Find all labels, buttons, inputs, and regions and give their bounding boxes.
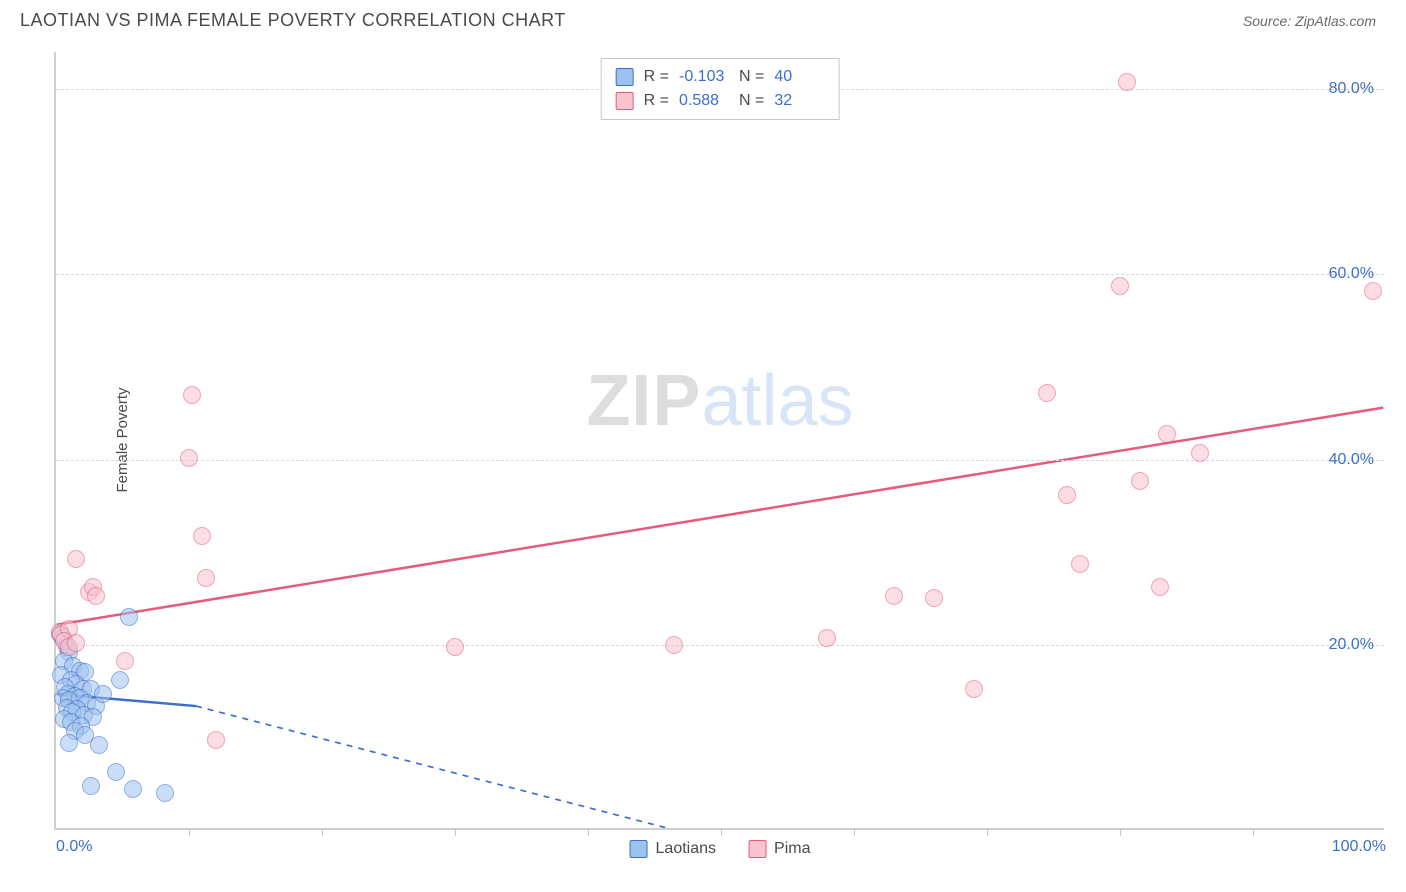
y-tick-label: 40.0% [1329, 451, 1374, 469]
legend-item: Laotians [630, 840, 717, 858]
y-tick-label: 60.0% [1329, 265, 1374, 283]
data-point [60, 734, 78, 752]
data-point [925, 589, 943, 607]
stats-legend-box: R = -0.103 N = 40 R = 0.588 N = 32 [601, 58, 840, 120]
x-tick [987, 828, 988, 836]
data-point [156, 784, 174, 802]
chart-title: LAOTIAN VS PIMA FEMALE POVERTY CORRELATI… [20, 10, 566, 31]
legend-swatch [630, 840, 648, 858]
data-point [446, 638, 464, 656]
chart-source: Source: ZipAtlas.com [1243, 13, 1376, 29]
x-tick [189, 828, 190, 836]
gridline [56, 274, 1384, 275]
data-point [82, 777, 100, 795]
data-point [1158, 425, 1176, 443]
legend-swatch [616, 68, 634, 86]
data-point [193, 527, 211, 545]
data-point [87, 587, 105, 605]
legend-label: Laotians [656, 840, 717, 858]
x-tick-label: 100.0% [1332, 838, 1386, 856]
x-tick [588, 828, 589, 836]
x-tick [1253, 828, 1254, 836]
data-point [1364, 282, 1382, 300]
watermark: ZIPatlas [586, 360, 853, 442]
data-point [1058, 486, 1076, 504]
bottom-legend: Laotians Pima [630, 840, 811, 858]
data-point [197, 569, 215, 587]
data-point [107, 763, 125, 781]
data-point [67, 634, 85, 652]
data-point [818, 629, 836, 647]
legend-item: Pima [748, 840, 810, 858]
data-point [120, 608, 138, 626]
stat-n-value: 40 [774, 65, 824, 89]
data-point [207, 731, 225, 749]
x-tick [322, 828, 323, 836]
data-point [1118, 73, 1136, 91]
data-point [124, 780, 142, 798]
data-point [180, 449, 198, 467]
stats-row: R = 0.588 N = 32 [616, 89, 825, 113]
data-point [111, 671, 129, 689]
data-point [665, 636, 683, 654]
watermark-zip: ZIP [586, 361, 701, 441]
x-tick [455, 828, 456, 836]
y-axis-label: Female Poverty [114, 387, 131, 492]
y-tick-label: 80.0% [1329, 80, 1374, 98]
data-point [1151, 578, 1169, 596]
stat-n-value: 32 [774, 89, 824, 113]
gridline [56, 460, 1384, 461]
x-tick [721, 828, 722, 836]
data-point [1191, 444, 1209, 462]
stat-r-value: -0.103 [679, 65, 729, 89]
y-tick-label: 20.0% [1329, 636, 1374, 654]
plot-area: Female Poverty ZIPatlas R =-0.103N =40R … [54, 52, 1384, 830]
data-point [90, 736, 108, 754]
stat-r-label: R = [644, 65, 669, 89]
data-point [1038, 384, 1056, 402]
legend-label: Pima [774, 840, 810, 858]
stat-n-label: N = [739, 65, 764, 89]
chart-container: LAOTIAN VS PIMA FEMALE POVERTY CORRELATI… [0, 0, 1406, 892]
stat-r-label: R = [644, 89, 669, 113]
x-tick [854, 828, 855, 836]
x-tick-label: 0.0% [56, 838, 92, 856]
watermark-atlas: atlas [701, 361, 853, 441]
gridline [56, 645, 1384, 646]
stat-r-value: 0.588 [679, 89, 729, 113]
data-point [183, 386, 201, 404]
data-point [965, 680, 983, 698]
legend-swatch [616, 92, 634, 110]
data-point [116, 652, 134, 670]
data-point [67, 550, 85, 568]
data-point [1111, 277, 1129, 295]
legend-swatch [748, 840, 766, 858]
data-point [885, 587, 903, 605]
stats-row: R = -0.103 N = 40 [616, 65, 825, 89]
x-tick [1120, 828, 1121, 836]
trend-lines-svg [56, 52, 1384, 828]
data-point [1071, 555, 1089, 573]
data-point [1131, 472, 1149, 490]
stat-n-label: N = [739, 89, 764, 113]
chart-header: LAOTIAN VS PIMA FEMALE POVERTY CORRELATI… [0, 0, 1406, 41]
data-point [94, 685, 112, 703]
